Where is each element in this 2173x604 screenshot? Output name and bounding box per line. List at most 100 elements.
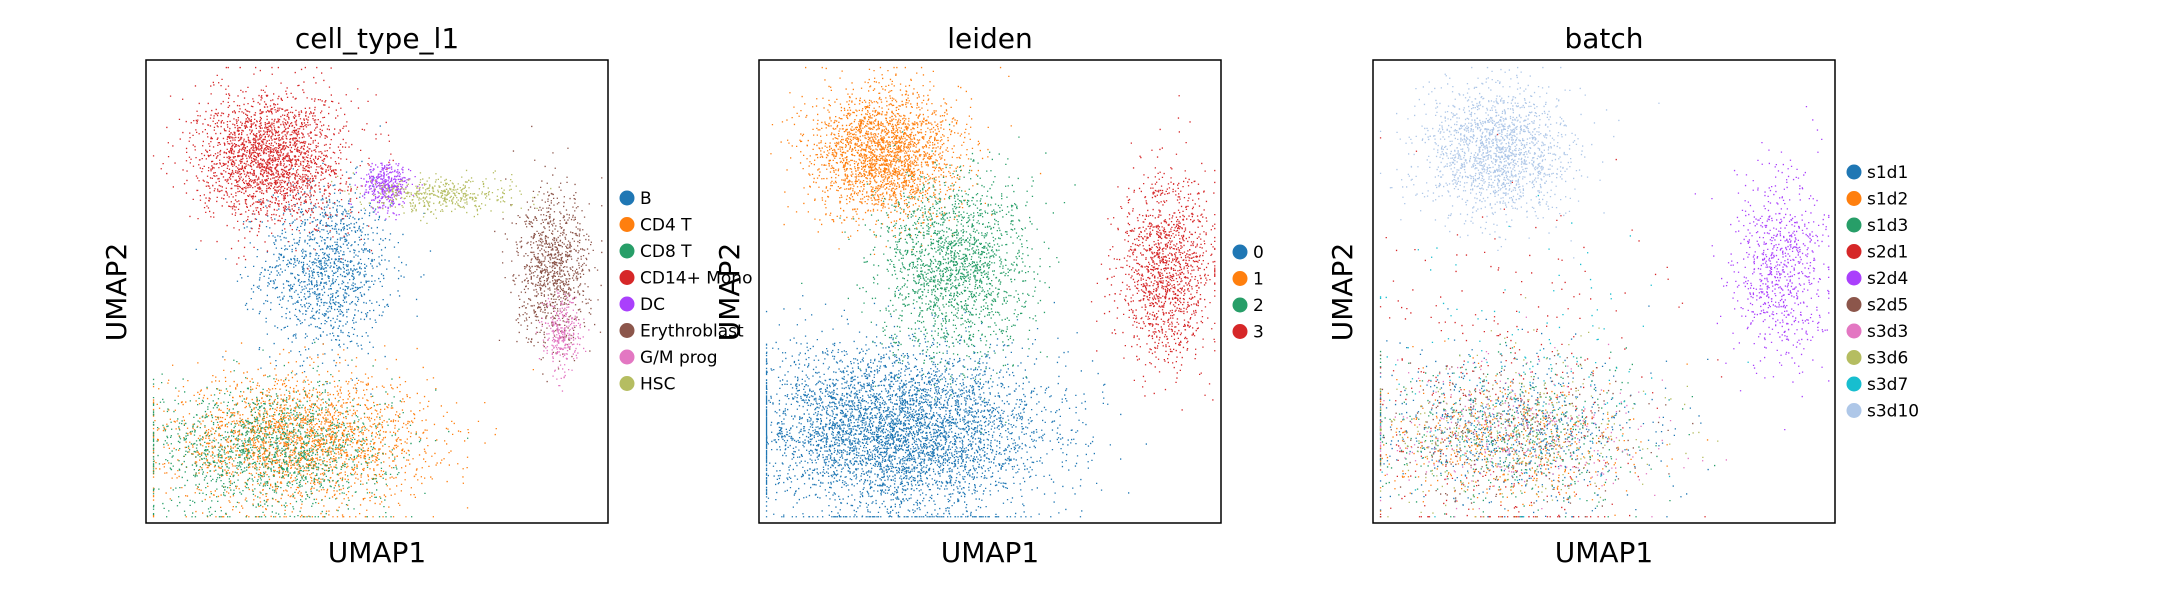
x-axis-label: UMAP1 [1555, 536, 1654, 569]
legend-marker [619, 296, 635, 312]
cell-points [326, 169, 552, 224]
y-axis-label: UMAP2 [713, 243, 746, 342]
legend-item: CD14+ Mono [619, 269, 752, 289]
legend-item: Erythroblast [619, 322, 744, 342]
cell-points [1379, 341, 1716, 518]
legend-marker [619, 323, 635, 338]
cell-points [348, 159, 423, 221]
legend-item: HSC [619, 375, 675, 395]
cell-points [152, 342, 534, 518]
series-erythroblast [494, 125, 603, 383]
legend-item: 1 [1232, 270, 1264, 290]
cell-points [535, 290, 590, 392]
legend-label: 1 [1253, 270, 1264, 290]
panel-title: batch [1564, 22, 1643, 55]
legend-item: s3d7 [1846, 375, 1908, 395]
scatter-area [1379, 66, 1830, 518]
legend-item: s2d4 [1846, 269, 1908, 289]
plot-frame [1372, 59, 1836, 524]
legend-marker [619, 243, 635, 259]
legend-marker [1232, 244, 1248, 260]
legend-label: s3d6 [1867, 349, 1908, 369]
scatter-area [152, 66, 603, 518]
legend-marker [1232, 271, 1248, 286]
x-axis-label: UMAP1 [328, 536, 427, 569]
legend-label: 2 [1253, 296, 1264, 316]
legend-label: CD14+ Mono [640, 269, 752, 289]
legend-marker [619, 376, 635, 391]
legend-item: B [619, 189, 652, 209]
series-s3d6 [1379, 297, 1719, 518]
legend-item: s3d10 [1846, 402, 1919, 422]
series-s2d4 [1694, 106, 1830, 431]
legend-label: Erythroblast [640, 322, 744, 342]
legend-label: s1d3 [1867, 216, 1908, 236]
panel-batch: batch UMAP1 UMAP2 s1d1 s1d2 s1d3 s2d1 s2d4 s2… [1326, 22, 1919, 569]
legend-item: CD4 T [619, 216, 692, 236]
legend-marker [1846, 191, 1862, 206]
panel-leiden: leiden UMAP1 UMAP2 0 1 2 3 [713, 22, 1264, 569]
legend-marker [1846, 350, 1862, 365]
legend-item: s1d3 [1846, 216, 1908, 236]
series-dc [348, 159, 423, 221]
plot-frame [145, 59, 609, 524]
legend-marker [1232, 324, 1248, 339]
legend-item: DC [619, 295, 665, 315]
legend: s1d1 s1d2 s1d3 s2d1 s2d4 s2d5 s3d3 s3d6 s3d7 s3d1… [1846, 163, 1919, 422]
plot-frame [758, 59, 1222, 524]
legend-label: s3d3 [1867, 322, 1908, 342]
series-3 [1090, 95, 1216, 411]
cell-points [494, 125, 603, 383]
cell-points [770, 66, 1042, 256]
legend-label: B [640, 189, 652, 209]
legend-label: 3 [1253, 323, 1264, 343]
legend-label: DC [640, 295, 665, 315]
legend: B CD4 T CD8 T CD14+ Mono DC Erythroblast G/M p… [619, 189, 752, 395]
cell-points [765, 289, 1147, 518]
series-g-m-prog [535, 290, 590, 392]
series-0 [765, 289, 1147, 518]
legend-marker [1846, 376, 1862, 392]
legend-marker [1232, 297, 1248, 313]
series-s1d3 [1379, 341, 1716, 518]
legend-label: CD8 T [640, 242, 692, 262]
legend-marker [1846, 323, 1862, 339]
legend-item: 0 [1232, 243, 1264, 263]
y-axis-label: UMAP2 [100, 243, 133, 342]
panel-cell-type: cell_type_l1 UMAP1 UMAP2 B CD4 T CD8 T CD14… [100, 22, 752, 569]
legend-item: s2d5 [1846, 296, 1908, 316]
series-s1d2 [1379, 340, 1709, 518]
legend-marker [619, 190, 635, 206]
legend-label: s1d1 [1867, 163, 1908, 183]
series-s3d10 [1379, 66, 1660, 259]
legend-item: s1d2 [1846, 190, 1908, 210]
legend-label: 0 [1253, 243, 1264, 263]
cell-points [1379, 340, 1709, 518]
legend-label: HSC [640, 375, 675, 395]
legend: 0 1 2 3 [1232, 243, 1264, 343]
legend-item: 2 [1232, 296, 1264, 316]
cell-points [152, 66, 394, 270]
legend-marker [619, 349, 635, 365]
scatter-area [765, 66, 1216, 518]
legend-marker [1846, 297, 1862, 312]
series-s1d1 [1379, 305, 1709, 518]
legend-label: s2d1 [1867, 243, 1908, 263]
legend-label: s2d5 [1867, 296, 1908, 316]
cell-points [1694, 106, 1830, 431]
legend-item: 3 [1232, 323, 1264, 343]
legend-label: s1d2 [1867, 190, 1908, 210]
legend-marker [1846, 270, 1862, 286]
legend-marker [1846, 164, 1862, 180]
cell-points [1090, 95, 1216, 411]
legend-marker [1846, 403, 1862, 418]
legend-label: s2d4 [1867, 269, 1908, 289]
legend-item: s1d1 [1846, 163, 1908, 183]
panel-title: leiden [947, 22, 1033, 55]
legend-label: G/M prog [640, 348, 718, 368]
legend-item: s2d1 [1846, 243, 1908, 263]
legend-marker [1846, 244, 1862, 259]
cell-points [1379, 66, 1660, 259]
series-hsc [326, 169, 552, 224]
y-axis-label: UMAP2 [1326, 243, 1359, 342]
